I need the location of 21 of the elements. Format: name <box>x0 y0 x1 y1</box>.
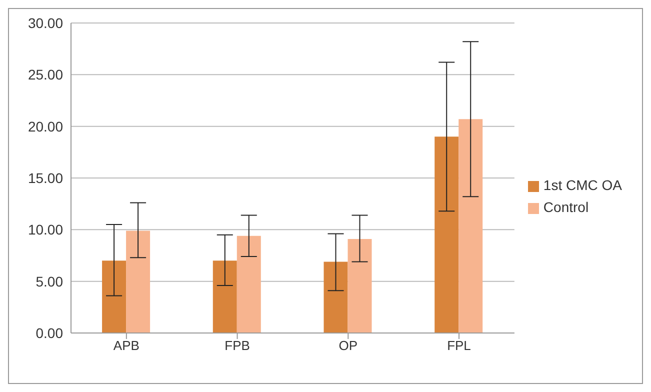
bar <box>324 262 348 333</box>
x-tick-label: APB <box>113 338 140 354</box>
x-tick-label: FPB <box>224 338 250 354</box>
bar <box>348 238 372 333</box>
bar <box>102 260 126 333</box>
bar <box>212 260 237 333</box>
bar <box>126 230 150 333</box>
bar <box>236 236 261 333</box>
y-tick-label: 15.00 <box>28 170 64 186</box>
x-tick-label: OP <box>338 338 358 354</box>
y-tick-label: 5.00 <box>36 273 64 290</box>
y-tick-label: 0.00 <box>36 324 64 341</box>
y-tick-label: 10.00 <box>28 222 64 238</box>
bar <box>434 136 459 333</box>
legend-label: Control <box>543 199 589 215</box>
legend-label: 1st CMC OA <box>543 177 622 193</box>
bar <box>458 119 483 333</box>
y-tick-label: 30.00 <box>28 14 64 31</box>
y-tick-label: 20.00 <box>28 118 64 134</box>
x-tick-label: FPL <box>447 338 471 354</box>
y-tick-label: 25.00 <box>28 66 64 83</box>
